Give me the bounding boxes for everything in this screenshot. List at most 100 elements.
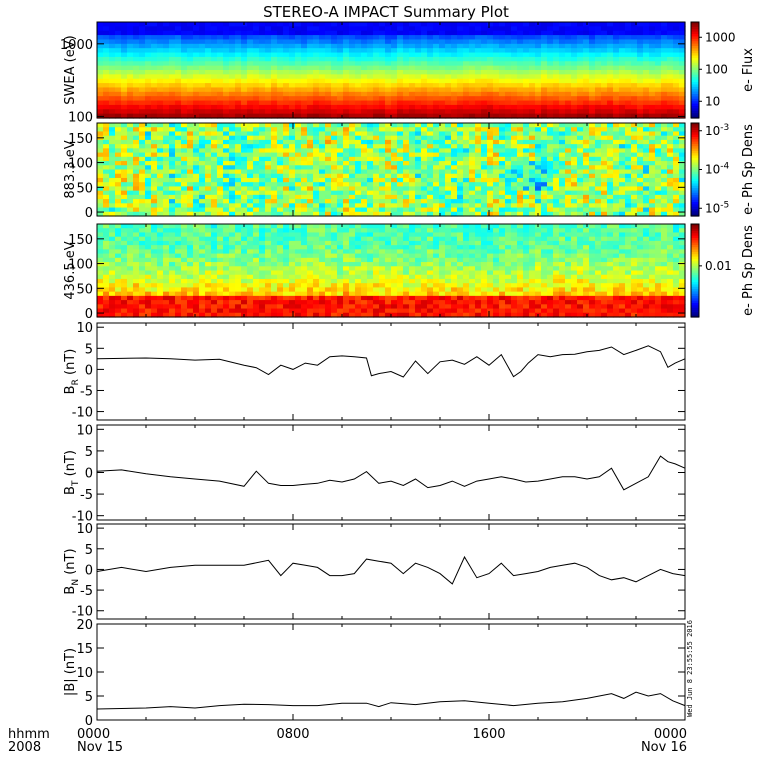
heatmap-cell [523,131,530,137]
heatmap-cell [373,127,380,133]
heatmap-cell [319,104,326,110]
heatmap-cell [205,224,212,229]
heatmap-cell [295,173,302,179]
heatmap-cell [121,91,128,97]
heatmap-cell [553,127,560,133]
heatmap-cell [499,96,506,102]
heatmap-cell [145,291,152,297]
heatmap-cell [325,131,332,137]
heatmap-cell [217,182,224,188]
heatmap-cell [205,156,212,162]
heatmap-cell [403,135,410,141]
heatmap-cell [625,123,632,128]
heatmap-cell [427,22,434,27]
heatmap-cell [469,78,476,84]
heatmap-cell [625,78,632,84]
heatmap-cell [421,43,428,49]
heatmap-cell [385,65,392,71]
heatmap-cell [325,87,332,93]
heatmap-cell [187,83,194,89]
heatmap-cell [151,190,158,196]
colorbar-segment [691,202,699,205]
heatmap-cell [445,177,452,183]
heatmap-cell [625,144,632,149]
heatmap-cell [199,224,206,229]
heatmap-cell [397,61,404,67]
heatmap-cell [523,48,530,54]
heatmap-cell [145,207,152,213]
heatmap-cell [457,52,464,58]
heatmap-cell [421,156,428,162]
heatmap-cell [673,48,680,54]
heatmap-cell [121,65,128,71]
heatmap-cell [373,203,380,209]
heatmap-cell [553,199,560,204]
heatmap-cell [97,127,104,133]
heatmap-cell [583,123,590,128]
heatmap-cell [241,56,248,62]
heatmap-cell [355,109,362,115]
heatmap-cell [541,87,548,93]
heatmap-cell [661,30,668,36]
heatmap-cell [301,78,308,84]
heatmap-cell [481,131,488,137]
heatmap-cell [331,35,338,41]
colorbar-segment [691,86,699,90]
heatmap-cell [205,43,212,49]
heatmap-cell [109,257,116,263]
heatmap-cell [589,161,596,166]
heatmap-cell [181,135,188,141]
heatmap-cell [655,100,662,106]
heatmap-cell [157,148,164,154]
heatmap-cell [517,78,524,84]
colorbar-segment [691,84,699,88]
heatmap-cell [127,109,134,115]
heatmap-cell [397,100,404,106]
heatmap-cell [193,52,200,58]
heatmap-cell [121,100,128,106]
heatmap-cell [181,182,188,188]
heatmap-cell [247,182,254,188]
heatmap-cell [307,135,314,141]
heatmap-cell [499,156,506,162]
heatmap-cell [427,203,434,209]
heatmap-cell [451,104,458,110]
heatmap-cell [373,22,380,27]
heatmap-cell [283,100,290,106]
heatmap-cell [487,56,494,62]
heatmap-cell [445,100,452,106]
heatmap-cell [493,104,500,110]
heatmap-cell [163,61,170,67]
heatmap-cell [199,253,206,259]
heatmap-cell [271,91,278,97]
heatmap-cell [271,56,278,62]
heatmap-cell [583,87,590,93]
heatmap-cell [415,165,422,171]
heatmap-cell [517,207,524,213]
heatmap-cell [499,177,506,183]
heatmap-cell [235,207,242,213]
heatmap-cell [115,278,122,284]
heatmap-cell [457,203,464,209]
heatmap-cell [451,203,458,209]
heatmap-cell [157,48,164,54]
heatmap-cell [271,87,278,93]
heatmap-cell [169,56,176,62]
heatmap-cell [211,148,218,154]
heatmap-cell [121,127,128,133]
heatmap-cell [655,39,662,45]
heatmap-cell [223,139,230,145]
heatmap-cell [445,123,452,128]
heatmap-cell [283,139,290,145]
heatmap-cell [505,83,512,89]
heatmap-cell [583,109,590,115]
heatmap-cell [481,39,488,45]
heatmap-cell [649,52,656,58]
heatmap-cell [355,83,362,89]
heatmap-cell [217,186,224,192]
heatmap-cell [115,186,122,192]
heatmap-cell [499,78,506,84]
heatmap-cell [529,70,536,75]
heatmap-cell [577,61,584,67]
heatmap-cell [169,165,176,171]
